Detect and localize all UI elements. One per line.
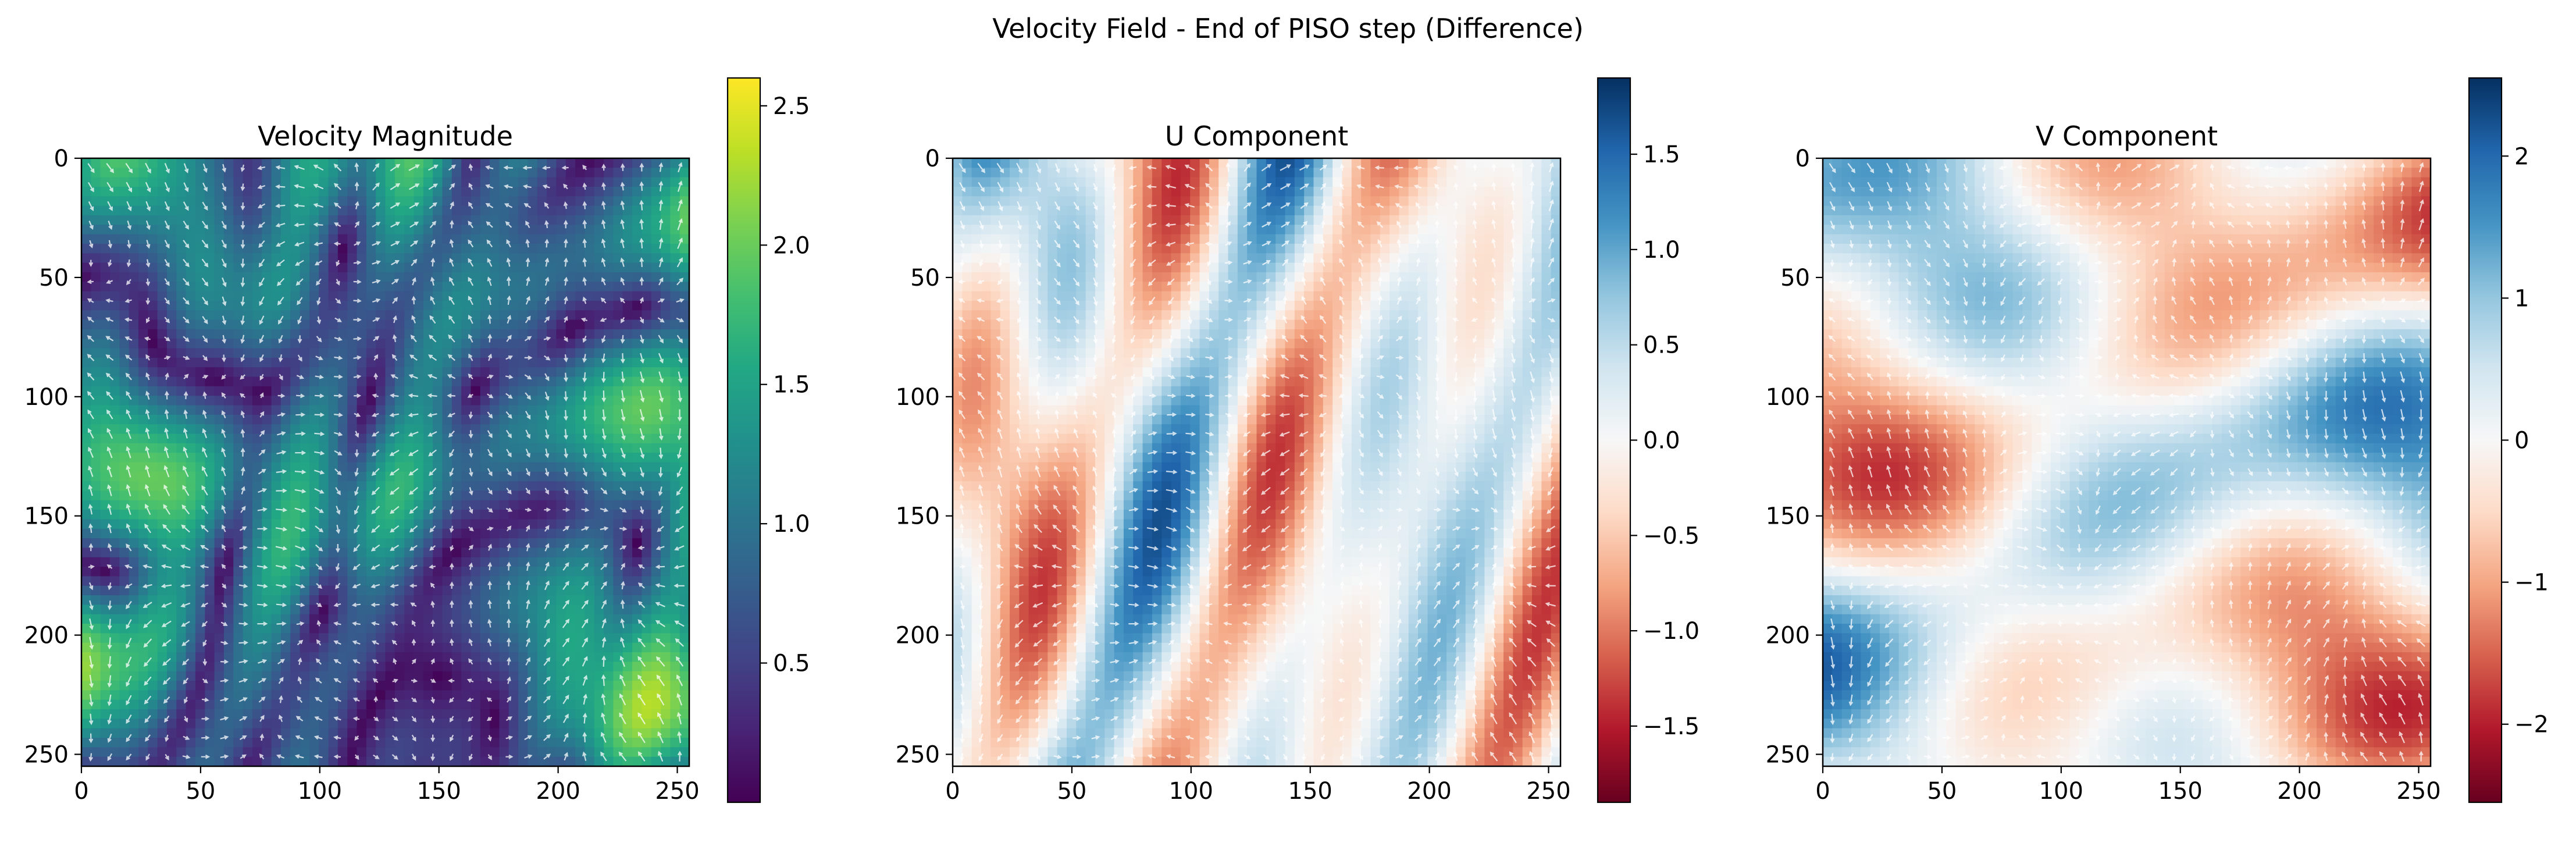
x-tick-label: 50 [1927, 778, 1957, 805]
quiver-0 [87, 162, 685, 762]
colorbar-tick-label: 1.0 [773, 511, 810, 538]
colorbar-2 [2468, 77, 2503, 803]
y-tick-label: 100 [896, 384, 940, 411]
x-tick-label: 0 [945, 778, 960, 805]
colorbar-0 [726, 77, 761, 803]
y-tick-label: 250 [1766, 742, 1810, 769]
y-tick-label: 200 [24, 623, 69, 649]
x-tick-label: 0 [1815, 778, 1830, 805]
colorbar-tick-label: −2 [2514, 712, 2549, 738]
colorbar-tick-label: −1 [2514, 570, 2549, 596]
panel-title-0: Velocity Magnitude [258, 120, 513, 152]
figure-suptitle: Velocity Field - End of PISO step (Diffe… [992, 13, 1584, 44]
y-tick-label: 250 [896, 742, 940, 769]
x-tick-label: 50 [1057, 778, 1086, 805]
y-tick-label: 50 [1780, 265, 1810, 291]
colorbar-tick-label: 0 [2514, 428, 2529, 454]
x-tick-label: 250 [655, 778, 699, 805]
panel-title-1: U Component [1165, 120, 1348, 152]
x-tick-label: 50 [186, 778, 215, 805]
y-tick-label: 0 [1795, 145, 1810, 172]
axes-frame-0 [80, 157, 690, 767]
heatmap-2 [1823, 158, 2431, 767]
y-tick-label: 100 [24, 384, 69, 411]
colorbar-tick-label: 1.5 [1643, 141, 1680, 168]
x-tick-label: 100 [2039, 778, 2083, 805]
heatmap-0 [81, 158, 690, 767]
colorbar-tick-label: 2 [2514, 143, 2529, 170]
x-tick-label: 100 [1169, 778, 1213, 805]
x-tick-label: 200 [536, 778, 580, 805]
y-tick-label: 50 [39, 265, 69, 291]
y-tick-label: 50 [910, 265, 940, 291]
y-tick-label: 250 [24, 742, 69, 769]
axes-frame-1 [952, 157, 1562, 767]
y-tick-label: 150 [1766, 503, 1810, 530]
colorbar-tick-label: 1.5 [773, 372, 810, 399]
colorbar-tick-label: −1.5 [1643, 713, 1699, 740]
x-tick-label: 250 [2396, 778, 2440, 805]
colorbar-tick-label: −0.5 [1643, 522, 1699, 549]
panel-title-2: V Component [2036, 120, 2218, 152]
quiver-1 [958, 162, 1556, 762]
x-tick-label: 150 [2158, 778, 2203, 805]
colorbar-tick-label: 2.5 [773, 93, 810, 120]
axes-frame-2 [1822, 157, 2432, 767]
colorbar-tick-label: 1.0 [1643, 237, 1680, 264]
colorbar-tick-label: 0.5 [773, 650, 810, 677]
x-tick-label: 150 [417, 778, 461, 805]
x-tick-label: 250 [1526, 778, 1570, 805]
colorbar-tick-label: −1.0 [1643, 618, 1699, 645]
x-tick-label: 100 [298, 778, 342, 805]
colorbar-tick-label: 0.0 [1643, 428, 1680, 454]
y-tick-label: 0 [925, 145, 940, 172]
colorbar-tick-label: 1 [2514, 285, 2529, 312]
x-tick-label: 200 [2277, 778, 2321, 805]
y-tick-label: 0 [54, 145, 69, 172]
y-tick-label: 150 [896, 503, 940, 530]
y-tick-label: 150 [24, 503, 69, 530]
colorbar-1 [1597, 77, 1631, 803]
y-tick-label: 200 [896, 623, 940, 649]
y-tick-label: 100 [1766, 384, 1810, 411]
colorbar-tick-label: 0.5 [1643, 332, 1680, 359]
colorbar-tick-label: 2.0 [773, 232, 810, 259]
x-tick-label: 150 [1288, 778, 1332, 805]
x-tick-label: 200 [1407, 778, 1451, 805]
heatmap-1 [953, 158, 1561, 767]
y-tick-label: 200 [1766, 623, 1810, 649]
quiver-2 [1828, 162, 2426, 762]
x-tick-label: 0 [74, 778, 88, 805]
